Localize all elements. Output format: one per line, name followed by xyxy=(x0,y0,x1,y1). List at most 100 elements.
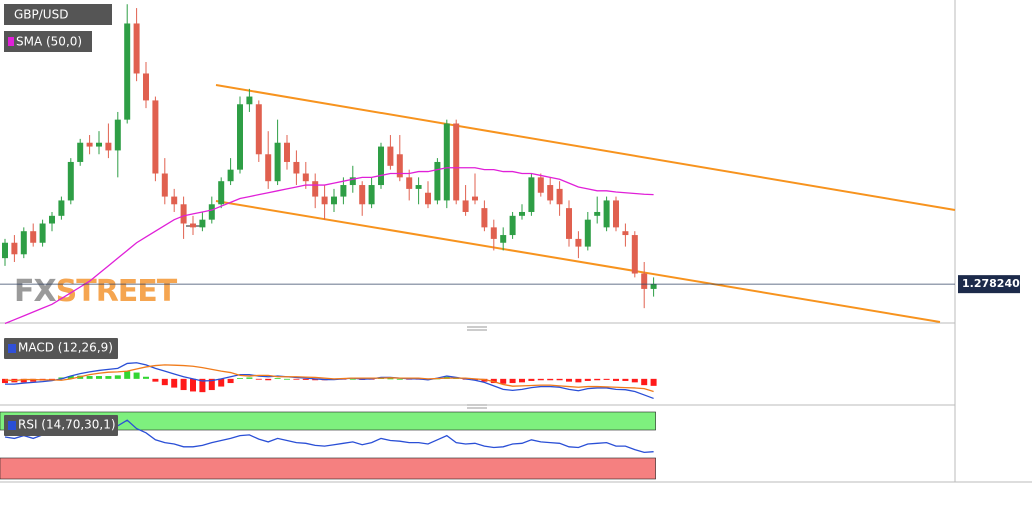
candle-body xyxy=(255,104,262,155)
histogram-bar xyxy=(293,378,300,380)
histogram-bar xyxy=(387,378,394,380)
histogram-bar xyxy=(218,378,225,387)
candle-body xyxy=(415,185,422,189)
candle-body xyxy=(603,200,610,228)
candle-body xyxy=(443,123,450,201)
candle-body xyxy=(218,181,225,205)
candle-body xyxy=(30,231,37,243)
last-price-label: 1.278240 xyxy=(962,277,1020,290)
histogram-bar xyxy=(481,378,488,382)
histogram-bar xyxy=(58,377,65,379)
candle-body xyxy=(133,23,140,74)
histogram-bar xyxy=(528,378,535,381)
histogram-bar xyxy=(509,378,516,384)
candle-body xyxy=(631,235,638,274)
candle-body xyxy=(434,161,441,201)
candle-body xyxy=(331,196,337,205)
histogram-bar xyxy=(312,378,319,381)
plot xyxy=(0,4,955,454)
lower-band xyxy=(0,457,656,480)
candle-body xyxy=(237,104,243,170)
candle-body xyxy=(378,146,384,186)
candle-body xyxy=(650,284,657,289)
histogram-bar xyxy=(227,378,234,384)
legend-swatch xyxy=(8,344,16,353)
histogram-bar xyxy=(246,377,253,379)
candle-body xyxy=(20,231,27,255)
candle-body xyxy=(302,173,309,182)
histogram-bar xyxy=(566,378,572,382)
histogram-bar xyxy=(255,378,262,380)
legend-text: GBP/USD xyxy=(14,8,68,22)
watermark: FXSTREET xyxy=(14,274,178,309)
candle-body xyxy=(490,227,497,239)
candle-body xyxy=(190,223,196,228)
histogram-bar xyxy=(613,378,619,381)
candle-body xyxy=(161,173,168,197)
histogram-bar xyxy=(575,378,582,383)
indicator-line xyxy=(4,364,654,393)
candle-body xyxy=(49,215,55,224)
candle-body xyxy=(519,211,525,216)
candle-body xyxy=(481,208,488,228)
histogram-bar xyxy=(537,378,544,381)
candle-body xyxy=(86,142,93,147)
histogram-bar xyxy=(500,378,507,384)
legend-swatch xyxy=(8,37,14,46)
candle-body xyxy=(67,161,74,201)
histogram-bar xyxy=(584,378,591,381)
histogram-bar xyxy=(86,376,93,379)
histogram-bar xyxy=(114,375,121,379)
candle-body xyxy=(77,142,84,162)
candle-body xyxy=(340,185,347,197)
histogram-bar xyxy=(171,378,178,388)
labels: 1.278240 GBP/USD SMA (50,0) MACD (12,26,9) R… xyxy=(4,4,1020,436)
candle-body xyxy=(227,169,234,182)
histogram-bar xyxy=(594,378,601,381)
candle-body xyxy=(349,177,356,186)
histogram-bar xyxy=(556,378,563,381)
candle-body xyxy=(105,142,112,151)
candle-body xyxy=(171,196,178,205)
histogram-bar xyxy=(265,378,272,381)
panel-grip xyxy=(467,326,487,409)
histogram-bar xyxy=(180,378,187,391)
candle-body xyxy=(274,142,281,182)
candle-body xyxy=(396,154,403,178)
histogram-bar xyxy=(274,378,281,379)
histogram-bar xyxy=(67,376,74,379)
candle-body xyxy=(114,119,121,151)
legend-box xyxy=(4,338,118,359)
last-price-box xyxy=(958,275,1020,294)
histogram-bar xyxy=(143,376,149,379)
histogram-bar xyxy=(603,378,610,380)
histogram-bar xyxy=(105,376,112,379)
candle-body xyxy=(265,154,272,182)
candle-body xyxy=(284,142,290,162)
candle-body xyxy=(406,177,413,189)
candle-body xyxy=(528,177,535,212)
candle-body xyxy=(425,192,431,205)
histogram-bar xyxy=(284,378,290,380)
candle-body xyxy=(199,219,206,228)
candle-body xyxy=(96,142,102,147)
candle-body xyxy=(39,223,46,243)
trend-line xyxy=(215,84,956,211)
candle-body xyxy=(566,208,572,239)
candle-body xyxy=(293,161,300,174)
histogram-bar xyxy=(208,378,215,391)
candle-body xyxy=(472,196,478,201)
candle-body xyxy=(359,185,366,205)
legend-swatch xyxy=(8,421,16,430)
indicator-line xyxy=(4,167,654,325)
legend-box xyxy=(4,415,118,436)
histogram-bar xyxy=(396,378,403,380)
candle-body xyxy=(613,200,619,228)
histogram-bar xyxy=(96,376,102,379)
candle-body xyxy=(453,123,460,201)
histogram-bar xyxy=(519,378,525,383)
candle-body xyxy=(208,204,215,220)
candle-body xyxy=(152,100,159,174)
candle-body xyxy=(124,23,131,120)
